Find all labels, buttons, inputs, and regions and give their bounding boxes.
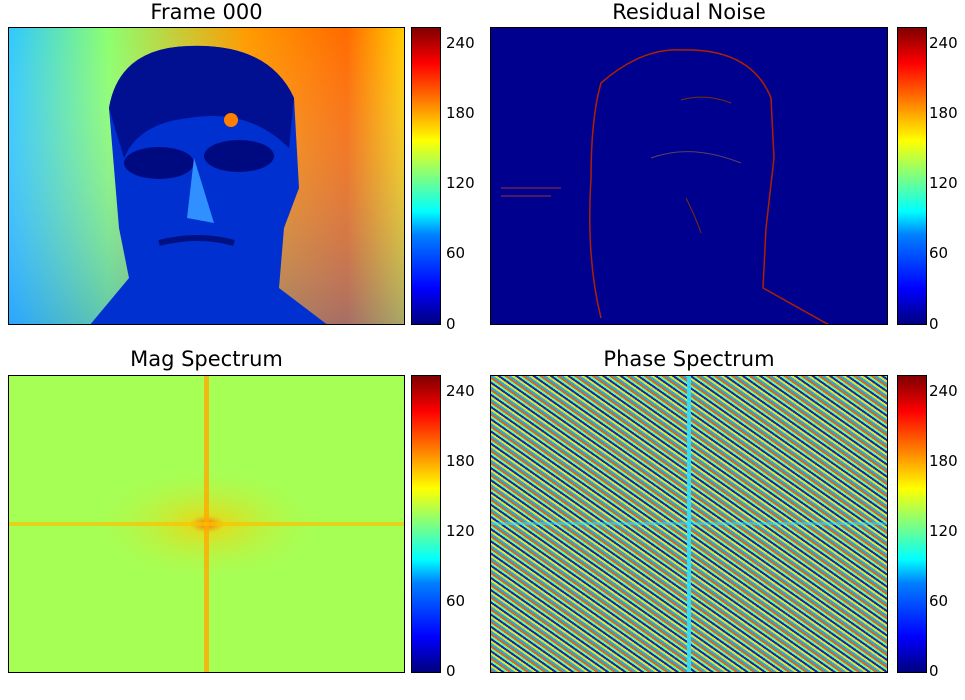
frame-cbar-tick-60: 60 (446, 244, 466, 262)
panel-title-mag: Mag Spectrum (130, 347, 283, 371)
mag-heatmap (9, 376, 404, 672)
frame-image (8, 27, 405, 325)
frame-cbar-tick-240: 240 (446, 34, 475, 52)
frame-cbar-tick-0: 0 (446, 315, 456, 333)
frame-heatmap (9, 28, 404, 324)
frame-cbar-tick-120: 120 (446, 174, 475, 192)
mag-cbar-tick-180: 180 (446, 452, 475, 470)
phase-cbar-tick-120: 120 (929, 522, 958, 540)
noise-cbar-tick-120: 120 (929, 174, 958, 192)
phase-colorbar (897, 375, 927, 673)
noise-colorbar (897, 27, 927, 325)
phase-cbar-tick-180: 180 (929, 452, 958, 470)
noise-image (490, 27, 888, 325)
mag-cbar-tick-0: 0 (446, 662, 456, 680)
phase-image (490, 375, 888, 673)
panel-title-noise: Residual Noise (612, 0, 766, 24)
phase-heatmap (491, 376, 887, 672)
panel-title-phase: Phase Spectrum (603, 347, 775, 371)
phase-cbar-tick-60: 60 (929, 592, 949, 610)
noise-cbar-tick-180: 180 (929, 104, 958, 122)
panel-title-frame: Frame 000 (150, 0, 263, 24)
frame-colorbar (411, 27, 441, 325)
phase-cbar-tick-240: 240 (929, 382, 958, 400)
frame-cbar-tick-180: 180 (446, 104, 475, 122)
phase-cbar-tick-0: 0 (929, 662, 939, 680)
mag-colorbar (411, 375, 441, 673)
mag-image (8, 375, 405, 673)
noise-cbar-tick-0: 0 (929, 315, 939, 333)
noise-heatmap (501, 49, 829, 324)
mag-cbar-tick-240: 240 (446, 382, 475, 400)
noise-cbar-tick-60: 60 (929, 244, 949, 262)
mag-cbar-tick-60: 60 (446, 592, 466, 610)
mag-cbar-tick-120: 120 (446, 522, 475, 540)
noise-cbar-tick-240: 240 (929, 34, 958, 52)
